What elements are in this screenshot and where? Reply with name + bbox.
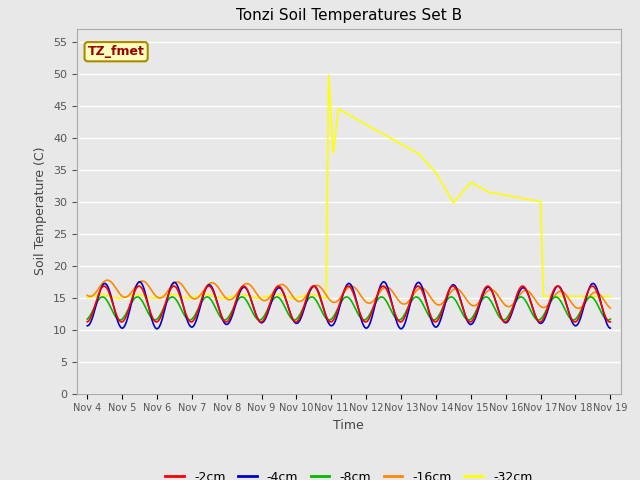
- Y-axis label: Soil Temperature (C): Soil Temperature (C): [35, 147, 47, 276]
- Legend: -2cm, -4cm, -8cm, -16cm, -32cm: -2cm, -4cm, -8cm, -16cm, -32cm: [160, 466, 538, 480]
- X-axis label: Time: Time: [333, 419, 364, 432]
- Text: TZ_fmet: TZ_fmet: [88, 45, 145, 58]
- Title: Tonzi Soil Temperatures Set B: Tonzi Soil Temperatures Set B: [236, 9, 462, 24]
